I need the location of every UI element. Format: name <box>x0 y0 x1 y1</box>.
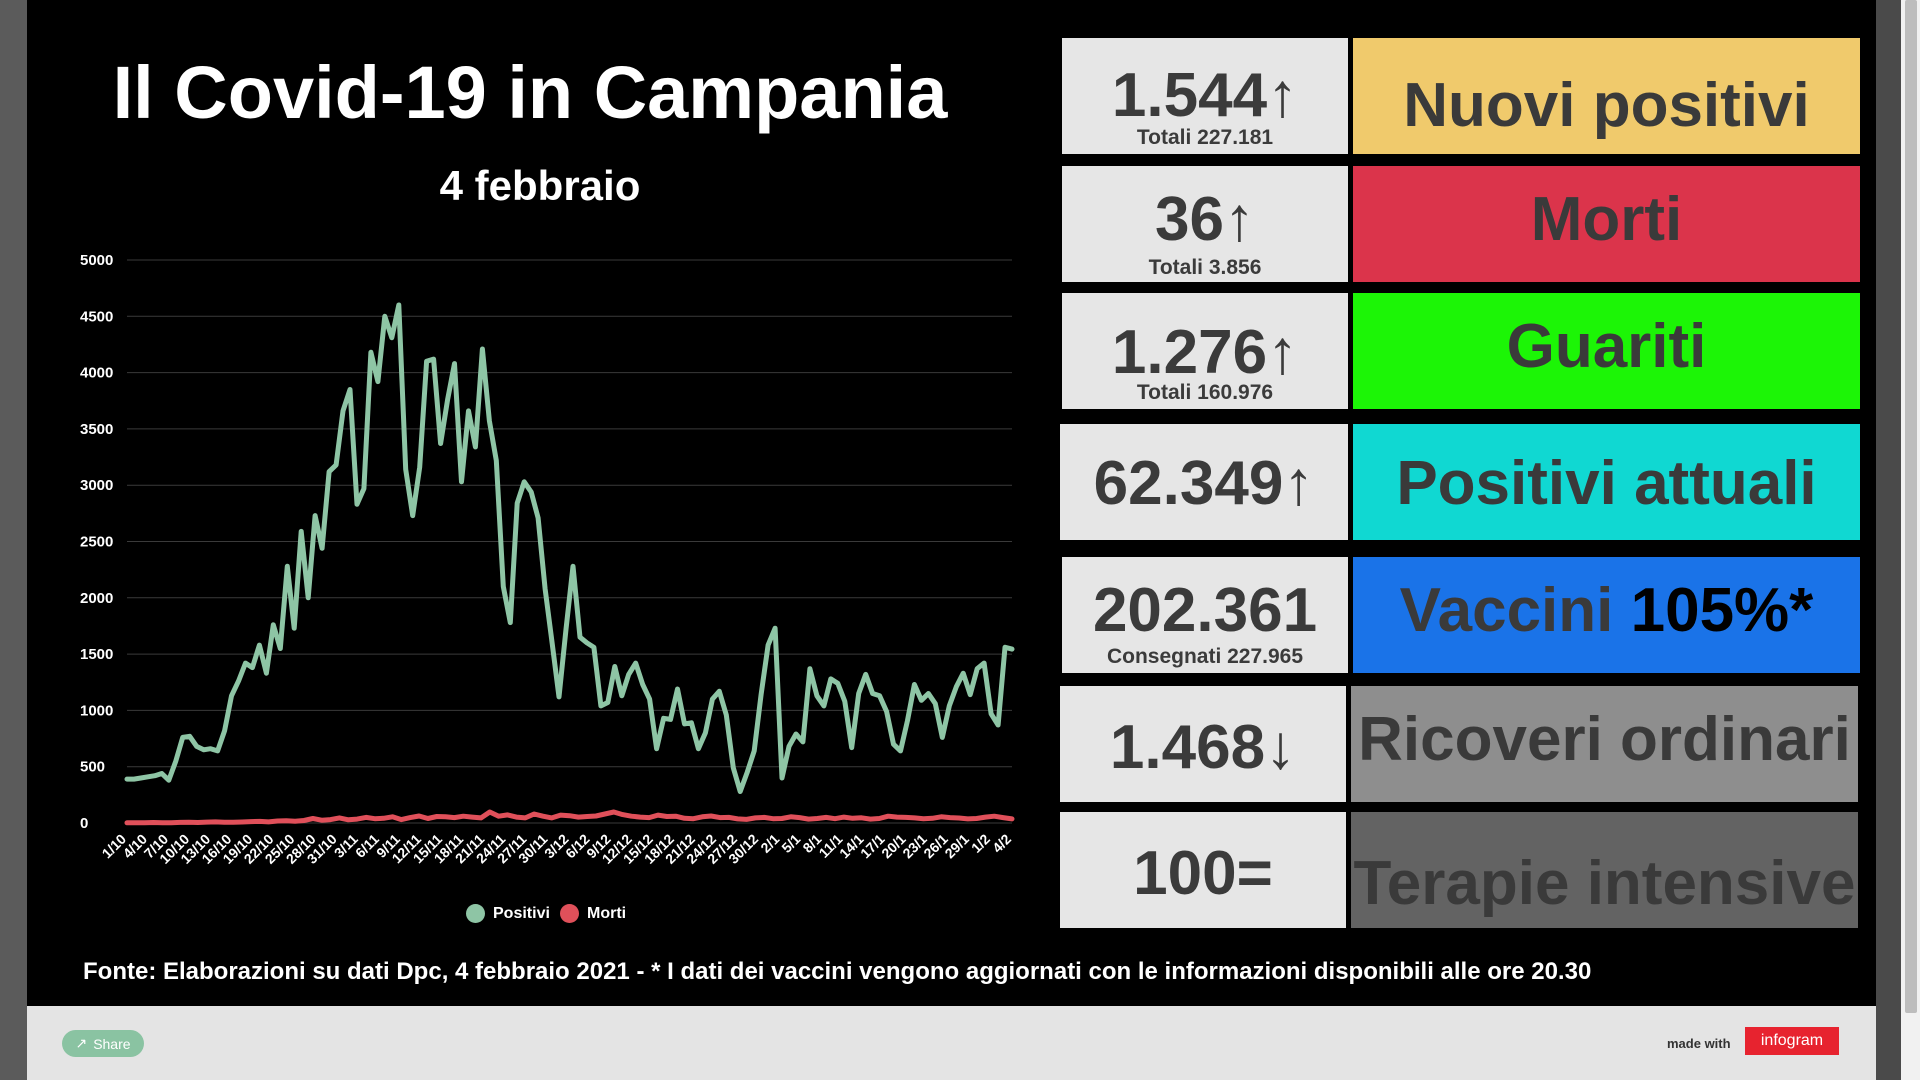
stat-box-terapie: 100= <box>1060 812 1346 928</box>
embed-footer <box>27 1006 1876 1080</box>
label-text: Ricoveri ordinari <box>1358 705 1851 774</box>
left-background-edge <box>0 0 27 1080</box>
legend-item-morti: Morti <box>560 904 626 923</box>
stat-box-vaccini: 202.361 Consegnati 227.965 <box>1062 557 1348 673</box>
label-vaccini-text: Vaccini <box>1399 576 1631 645</box>
y-tick-label: 1500 <box>80 646 113 663</box>
stat-box-ricoveri: 1.468↓ <box>1060 686 1346 802</box>
page-title: Il Covid-19 in Campania <box>112 51 948 134</box>
stat-value: 202.361 <box>1092 576 1318 645</box>
label-text: Positivi attuali <box>1396 449 1817 518</box>
stat-value: 1.468↓ <box>1109 713 1297 782</box>
stat-value: 100= <box>1133 839 1273 908</box>
label-vaccini: Vaccini 105%* <box>1353 557 1860 673</box>
label-vaccini-percent: 105%* <box>1630 576 1814 645</box>
stat-total: Totali 227.181 <box>1136 126 1274 149</box>
label-text: Vaccini 105%* <box>1353 575 1860 646</box>
share-button[interactable]: ↗ Share <box>62 1030 144 1057</box>
legend-item-positivi: Positivi <box>466 904 550 923</box>
stat-value: 62.349↑ <box>1093 449 1315 518</box>
x-tick-label: 29/1 <box>941 831 972 862</box>
label-text: Nuovi positivi <box>1403 71 1810 140</box>
series-line-morti <box>124 809 1015 826</box>
y-tick-label: 5000 <box>80 252 113 269</box>
legend-swatch-positivi <box>466 904 485 923</box>
label-positivi-attuali: Positivi attuali <box>1353 424 1860 540</box>
page-subtitle: 4 febbraio <box>439 162 641 209</box>
y-tick-label: 500 <box>80 759 105 776</box>
y-tick-label: 1000 <box>80 702 113 719</box>
stat-value: 1.276↑ <box>1111 318 1299 387</box>
stat-value: 1.544↑ <box>1111 61 1299 130</box>
y-tick-label: 0 <box>80 815 88 832</box>
share-icon: ↗ <box>75 1035 88 1051</box>
label-guariti: Guariti <box>1353 293 1860 409</box>
label-nuovi-positivi: Nuovi positivi <box>1353 38 1860 154</box>
stat-total: Totali 160.976 <box>1136 381 1274 404</box>
y-tick-label: 4500 <box>80 308 113 325</box>
label-ricoveri-ordinari: Ricoveri ordinari <box>1351 686 1858 802</box>
stat-total: Totali 3.856 <box>1148 256 1262 279</box>
y-tick-label: 2500 <box>80 534 113 551</box>
legend-label-positivi: Positivi <box>493 904 550 922</box>
series-line-positivi <box>124 302 1015 794</box>
y-tick-label: 3000 <box>80 477 113 494</box>
share-label: Share <box>93 1035 131 1052</box>
legend-swatch-morti <box>560 904 579 923</box>
legend-label-morti: Morti <box>587 904 627 922</box>
y-tick-label: 3500 <box>80 421 113 438</box>
label-text: Guariti <box>1506 312 1707 381</box>
label-morti: Morti <box>1353 166 1860 282</box>
stat-box-guariti: 1.276↑ Totali 160.976 <box>1062 293 1348 409</box>
stat-value: 36↑ <box>1155 185 1255 254</box>
label-text: Terapie intensive <box>1353 849 1856 918</box>
made-with-text: made with <box>1667 1036 1731 1051</box>
y-tick-label: 4000 <box>80 365 113 382</box>
label-terapie-intensive: Terapie intensive <box>1351 812 1858 928</box>
stat-box-morti: 36↑ Totali 3.856 <box>1062 166 1348 282</box>
y-tick-label: 2000 <box>80 590 113 607</box>
stat-box-positivi-attuali: 62.349↑ <box>1060 424 1348 540</box>
source-note: Fonte: Elaborazioni su dati Dpc, 4 febbr… <box>83 958 1592 985</box>
stat-total: Consegnati 227.965 <box>1106 645 1304 668</box>
right-background-edge <box>1876 0 1901 1080</box>
x-tick-label: 4/2 <box>989 831 1014 856</box>
scrollbar-thumb[interactable] <box>1905 0 1917 1013</box>
line-chart: 0 500 1000 1500 2000 2500 3000 3500 4000 4500 5000… <box>80 252 1015 867</box>
infogram-logo[interactable]: infogram <box>1745 1027 1839 1055</box>
stat-box-nuovi-positivi: 1.544↑ Totali 227.181 <box>1062 38 1348 154</box>
label-text: Morti <box>1530 185 1683 254</box>
